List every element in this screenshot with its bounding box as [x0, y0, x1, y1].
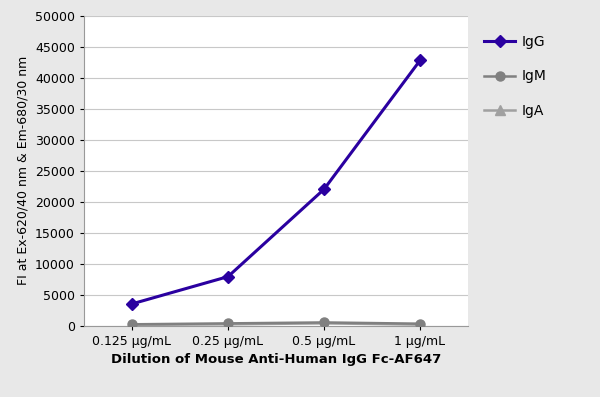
Line: IgG: IgG	[127, 56, 425, 308]
Y-axis label: FI at Ex-620/40 nm & Em-680/30 nm: FI at Ex-620/40 nm & Em-680/30 nm	[16, 56, 29, 285]
IgM	[128, 322, 136, 327]
IgG	[224, 274, 232, 279]
IgM	[416, 321, 424, 326]
IgA	[320, 321, 328, 326]
Line: IgM: IgM	[127, 318, 425, 329]
IgG	[128, 301, 136, 306]
IgA	[128, 322, 136, 327]
IgM	[320, 320, 328, 325]
IgA	[416, 322, 424, 327]
Legend: IgG, IgM, IgA: IgG, IgM, IgA	[479, 29, 552, 124]
IgM	[224, 321, 232, 326]
IgG	[416, 58, 424, 63]
Line: IgA: IgA	[127, 319, 425, 330]
IgA	[224, 322, 232, 327]
X-axis label: Dilution of Mouse Anti-Human IgG Fc-AF647: Dilution of Mouse Anti-Human IgG Fc-AF64…	[111, 353, 441, 366]
IgG	[320, 187, 328, 192]
